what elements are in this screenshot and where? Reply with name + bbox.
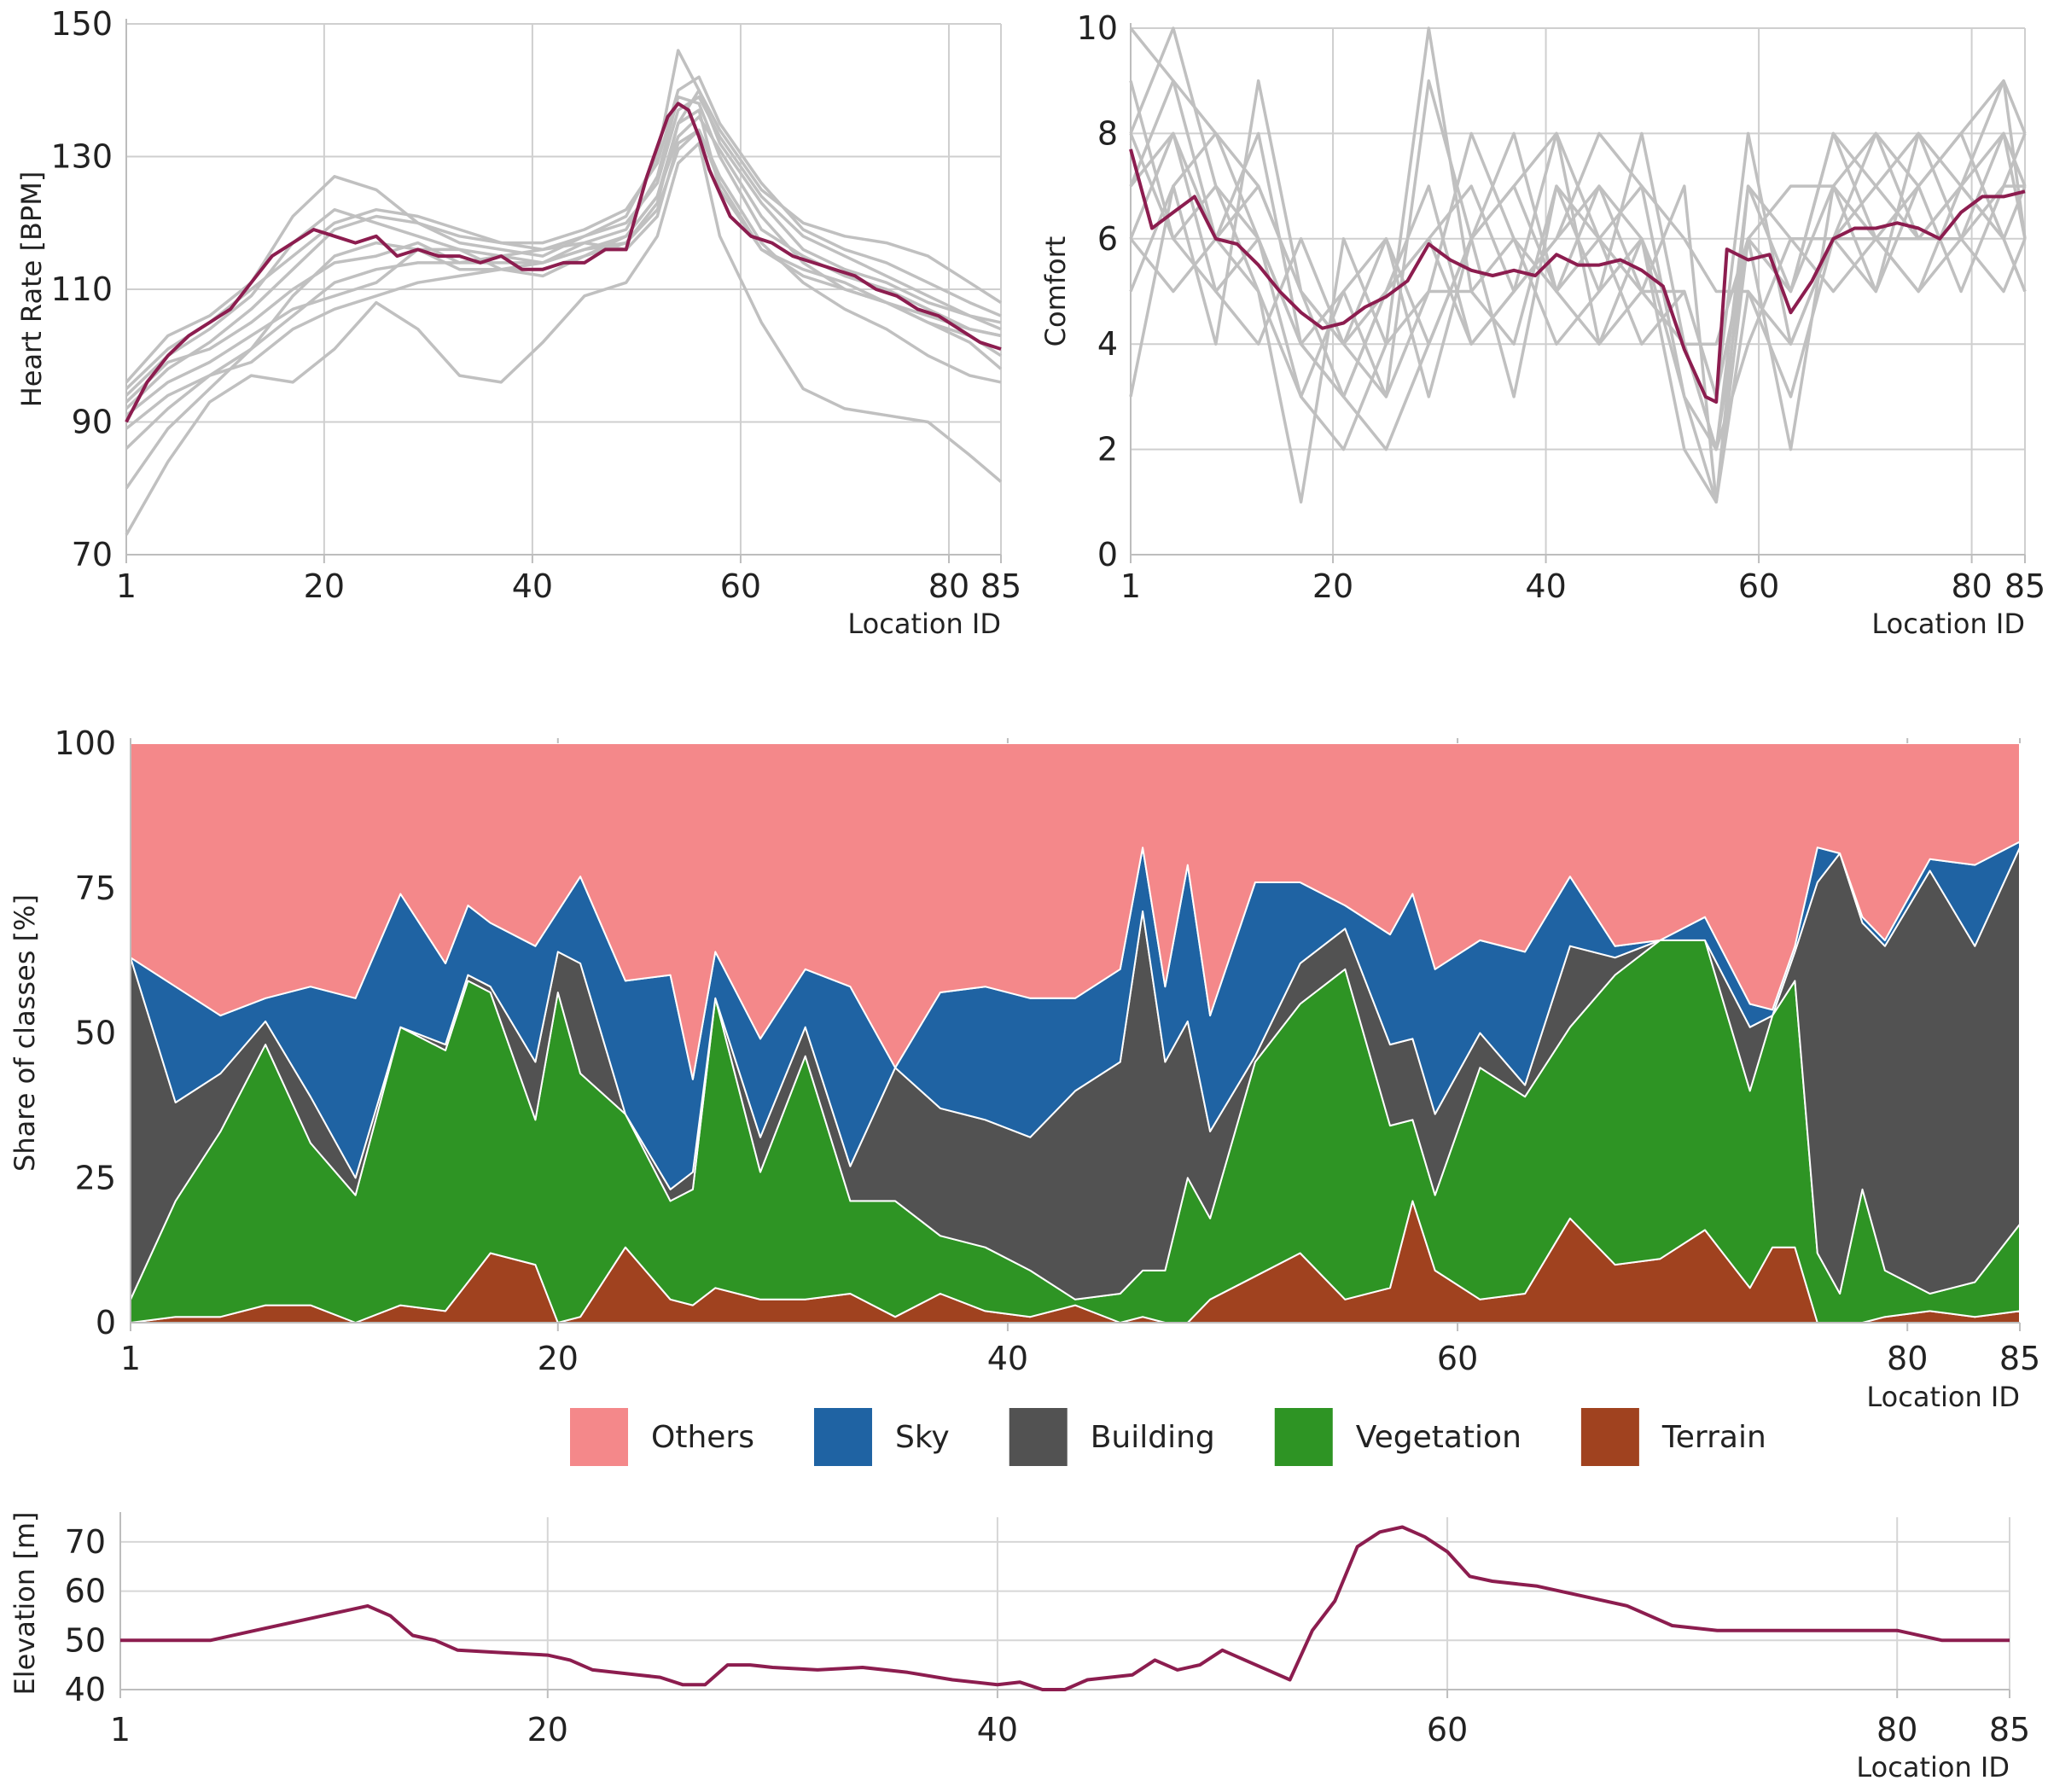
participant-line — [125, 49, 1002, 384]
x-tick-label: 60 — [1427, 1711, 1468, 1748]
participant-line — [125, 89, 1002, 430]
x-axis-label: Location ID — [1871, 608, 2025, 640]
x-tick-label: 1 — [110, 1711, 131, 1748]
x-tick-label: 1 — [116, 567, 137, 605]
x-tick-label: 20 — [304, 567, 345, 605]
y-tick-label: 2 — [1097, 431, 1118, 468]
legend-label-vegetation: Vegetation — [1356, 1420, 1521, 1455]
y-tick-label: 100 — [54, 724, 116, 762]
y-tick-label: 25 — [75, 1159, 116, 1196]
x-tick-label: 20 — [527, 1711, 568, 1748]
y-tick-label: 0 — [1097, 536, 1118, 573]
legend-label-building: Building — [1091, 1420, 1215, 1455]
x-tick-label: 40 — [987, 1340, 1028, 1377]
participant-line — [125, 75, 1002, 390]
x-tick-label: 40 — [1525, 567, 1566, 605]
x-tick-label: 1 — [1120, 567, 1141, 605]
x-tick-label: 85 — [980, 567, 1021, 605]
y-tick-label: 50 — [75, 1015, 116, 1052]
y-tick-label: 110 — [50, 271, 113, 308]
y-axis-label: Heart Rate [BPM] — [15, 172, 48, 408]
area-others — [130, 742, 2021, 1080]
participant-line — [1129, 79, 2027, 504]
y-axis-label: Elevation [m] — [9, 1512, 41, 1696]
y-axis-label: Share of classes [%] — [9, 894, 41, 1172]
x-tick-label: 60 — [1738, 567, 1779, 605]
participant-line — [125, 108, 1003, 490]
participant-line — [1129, 131, 2027, 451]
y-tick-label: 75 — [75, 870, 116, 907]
y-tick-label: 40 — [65, 1671, 106, 1708]
x-tick-label: 80 — [1951, 567, 1992, 605]
x-tick-label: 85 — [2004, 567, 2045, 605]
x-tick-label: 80 — [928, 567, 969, 605]
y-tick-label: 10 — [1077, 9, 1118, 47]
x-tick-label: 40 — [512, 567, 553, 605]
legend-label-others: Others — [651, 1420, 754, 1455]
x-tick-label: 80 — [1887, 1340, 1928, 1377]
participant-line — [125, 95, 1002, 397]
y-tick-label: 0 — [96, 1304, 116, 1341]
y-tick-label: 130 — [50, 138, 113, 176]
x-tick-label: 60 — [720, 567, 761, 605]
legend-swatch-others — [570, 1408, 628, 1466]
x-tick-label: 40 — [977, 1711, 1018, 1748]
class-share-chart: 1 20 40 60 80 85 0 25 50 75 100 Location ID Share of… — [9, 724, 2040, 1413]
participant-line — [1129, 79, 2027, 399]
x-tick-label: 1 — [120, 1340, 141, 1377]
y-tick-label: 50 — [65, 1621, 106, 1659]
y-tick-label: 70 — [65, 1523, 106, 1561]
class-share-legend: Others Sky Building Vegetation Terrain — [570, 1408, 1766, 1466]
y-tick-label: 4 — [1097, 325, 1118, 363]
y-tick-label: 70 — [72, 536, 113, 573]
x-tick-label: 85 — [1999, 1340, 2040, 1377]
y-axis-label: Comfort — [1039, 236, 1072, 347]
legend-label-terrain: Terrain — [1661, 1420, 1766, 1455]
participant-line — [125, 142, 1003, 536]
mean-line — [1129, 148, 2026, 404]
legend-swatch-sky — [813, 1408, 872, 1466]
y-tick-label: 6 — [1097, 220, 1118, 258]
x-tick-label: 60 — [1437, 1340, 1478, 1377]
x-tick-label: 20 — [538, 1340, 579, 1377]
x-tick-label: 80 — [1876, 1711, 1917, 1748]
legend-swatch-vegetation — [1274, 1408, 1333, 1466]
y-tick-label: 8 — [1097, 114, 1118, 152]
elevation-line — [120, 1525, 2010, 1691]
mean-line — [125, 102, 1002, 423]
participant-line — [125, 115, 1002, 404]
y-tick-label: 150 — [50, 5, 113, 43]
x-axis-label: Location ID — [847, 608, 1001, 640]
x-tick-label: 20 — [1312, 567, 1353, 605]
comfort-chart: 1 20 40 60 80 85 0 2 4 6 8 10 Location ID Comfort — [1039, 9, 2045, 640]
elevation-chart: 1 20 40 60 80 85 40 50 60 70 Location ID Elevation … — [9, 1512, 2030, 1783]
legend-swatch-terrain — [1580, 1408, 1639, 1466]
heart-rate-chart: 1 20 40 60 80 85 70 90 110 130 150 Location ID Heart… — [15, 5, 1021, 640]
participant-line — [125, 95, 1002, 410]
x-axis-label: Location ID — [1866, 1381, 2020, 1413]
legend-label-sky: Sky — [895, 1420, 950, 1455]
x-tick-label: 85 — [1989, 1711, 2030, 1748]
participant-line — [1129, 131, 2027, 451]
x-axis-label: Location ID — [1856, 1751, 2010, 1783]
legend-swatch-building — [1009, 1408, 1068, 1466]
y-tick-label: 90 — [72, 404, 113, 441]
participant-line — [1129, 131, 2027, 504]
y-tick-label: 60 — [65, 1573, 106, 1610]
